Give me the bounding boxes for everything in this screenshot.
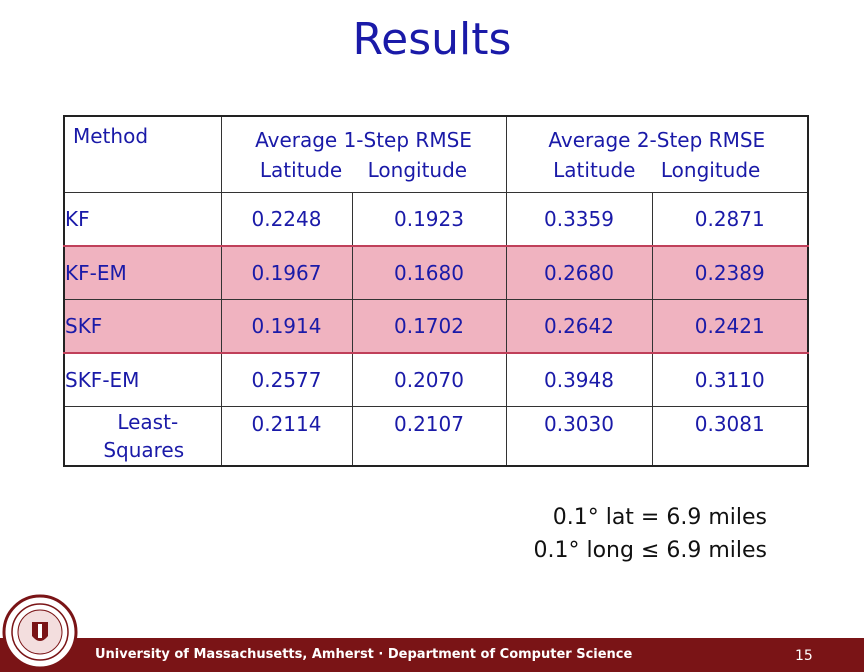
table-header-row: Method Average 1-Step RMSE Latitude Long… xyxy=(63,115,809,193)
row-method: KF xyxy=(63,192,222,247)
cell-2step-lon: 0.2421 xyxy=(651,299,809,354)
cell-1step-lat: 0.2248 xyxy=(220,192,353,247)
cell-2step-lat: 0.2642 xyxy=(505,299,653,354)
row-method: KF-EM xyxy=(63,245,222,300)
cell-2step-lon: 0.3110 xyxy=(651,352,809,407)
slide-title: Results xyxy=(352,14,512,65)
header-method: Method xyxy=(63,115,222,193)
table-row: KF 0.2248 0.1923 0.3359 0.2871 xyxy=(63,192,809,247)
footer-text: University of Massachusetts, Amherst · D… xyxy=(95,647,633,662)
cell-1step-lon: 0.1680 xyxy=(351,245,507,300)
cell-1step-lon: 0.2070 xyxy=(351,352,507,407)
row-method-line2: Squares xyxy=(103,438,185,462)
cell-2step-lon: 0.2389 xyxy=(651,245,809,300)
row-method: SKF-EM xyxy=(63,352,222,407)
cell-1step-lon: 0.2107 xyxy=(351,406,507,467)
footer-bar xyxy=(0,638,864,672)
cell-2step-lat: 0.3948 xyxy=(505,352,653,407)
table-row-highlighted: SKF 0.1914 0.1702 0.2642 0.2421 xyxy=(63,299,809,354)
note-longitude: 0.1° long ≤ 6.9 miles xyxy=(533,538,767,563)
page-number: 15 xyxy=(795,648,813,664)
header-1step-title: Average 1-Step RMSE xyxy=(255,127,472,152)
cell-2step-lat: 0.2680 xyxy=(505,245,653,300)
cell-1step-lon: 0.1923 xyxy=(351,192,507,247)
cell-1step-lon: 0.1702 xyxy=(351,299,507,354)
table-row-highlighted: KF-EM 0.1967 0.1680 0.2680 0.2389 xyxy=(63,245,809,300)
header-1step: Average 1-Step RMSE Latitude Longitude xyxy=(220,115,507,193)
row-method: Least- Squares xyxy=(63,406,222,467)
cell-1step-lat: 0.2114 xyxy=(220,406,353,467)
row-method: SKF xyxy=(63,299,222,354)
row-method-line1: Least- xyxy=(117,410,179,434)
results-table: Method Average 1-Step RMSE Latitude Long… xyxy=(63,115,809,467)
table-row: SKF-EM 0.2577 0.2070 0.3948 0.3110 xyxy=(63,352,809,407)
cell-2step-lon: 0.2871 xyxy=(651,192,809,247)
cell-1step-lat: 0.1967 xyxy=(220,245,353,300)
header-1step-sub: Latitude Longitude xyxy=(259,157,468,182)
cell-1step-lat: 0.1914 xyxy=(220,299,353,354)
cell-2step-lon: 0.3081 xyxy=(651,406,809,467)
cell-1step-lat: 0.2577 xyxy=(220,352,353,407)
header-2step: Average 2-Step RMSE Latitude Longitude xyxy=(505,115,809,193)
cell-2step-lat: 0.3030 xyxy=(505,406,653,467)
table-row: Least- Squares 0.2114 0.2107 0.3030 0.30… xyxy=(63,406,809,467)
cell-2step-lat: 0.3359 xyxy=(505,192,653,247)
university-seal-icon xyxy=(2,594,78,670)
header-2step-sub: Latitude Longitude xyxy=(553,157,761,182)
header-2step-title: Average 2-Step RMSE xyxy=(548,127,766,152)
note-latitude: 0.1° lat = 6.9 miles xyxy=(552,505,767,530)
